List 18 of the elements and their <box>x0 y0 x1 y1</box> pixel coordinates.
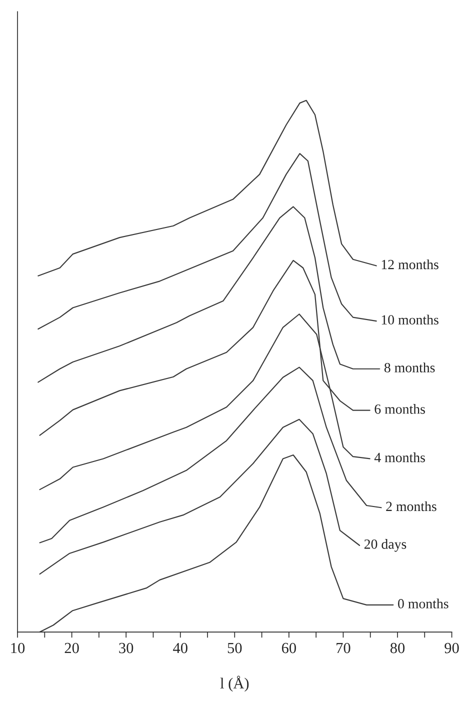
x-tick-label: 70 <box>336 642 350 654</box>
series-label: 2 months <box>386 501 436 512</box>
x-tick-label: 30 <box>119 642 134 654</box>
x-tick-label: 60 <box>282 642 296 654</box>
series-label: 0 months <box>398 598 448 608</box>
x-tick-label: 40 <box>173 642 188 654</box>
x-tick-label: 20 <box>64 642 79 654</box>
x-tick-label: 90 <box>444 642 459 654</box>
series-label: 20 days <box>364 539 406 552</box>
x-tick-label: 80 <box>390 642 405 654</box>
x-axis-title: l (Å) <box>220 676 249 692</box>
series-label: 8 months <box>384 362 435 372</box>
series-label: 4 months <box>374 452 425 462</box>
series-label: 12 months <box>382 259 438 270</box>
x-tick-label: 10 <box>11 642 25 654</box>
x-tick-label: 50 <box>228 642 242 654</box>
series-label: 6 months <box>374 404 425 414</box>
series-label: 10 months <box>382 314 438 325</box>
